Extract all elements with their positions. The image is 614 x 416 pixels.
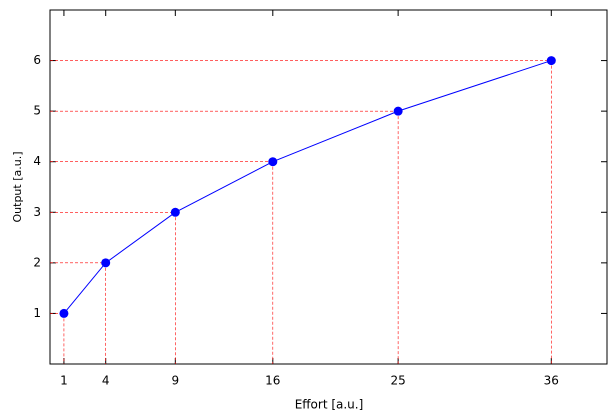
y-tick-label: 5 [33, 104, 41, 118]
y-axis-label: Output [a.u.] [11, 152, 24, 223]
x-tick-label: 9 [172, 374, 180, 388]
data-point [393, 106, 403, 116]
data-point [268, 157, 278, 167]
y-tick-label: 3 [33, 205, 41, 219]
data-line [63, 60, 552, 314]
y-tick-label: 1 [33, 306, 41, 320]
data-point [170, 207, 180, 217]
y-tick-label: 4 [33, 154, 41, 168]
y-tick-label: 6 [33, 53, 41, 67]
y-tick-label: 2 [33, 255, 41, 269]
data-point [101, 258, 111, 268]
x-tick-label: 1 [60, 374, 68, 388]
x-tick-label: 36 [544, 374, 559, 388]
data-point [59, 308, 69, 318]
x-tick-label: 25 [390, 374, 405, 388]
plot-frame [49, 9, 608, 365]
x-tick-label: 16 [265, 374, 280, 388]
x-tick-label: 4 [102, 374, 110, 388]
data-point [546, 56, 556, 66]
x-axis-label: Effort [a.u.] [295, 398, 364, 412]
